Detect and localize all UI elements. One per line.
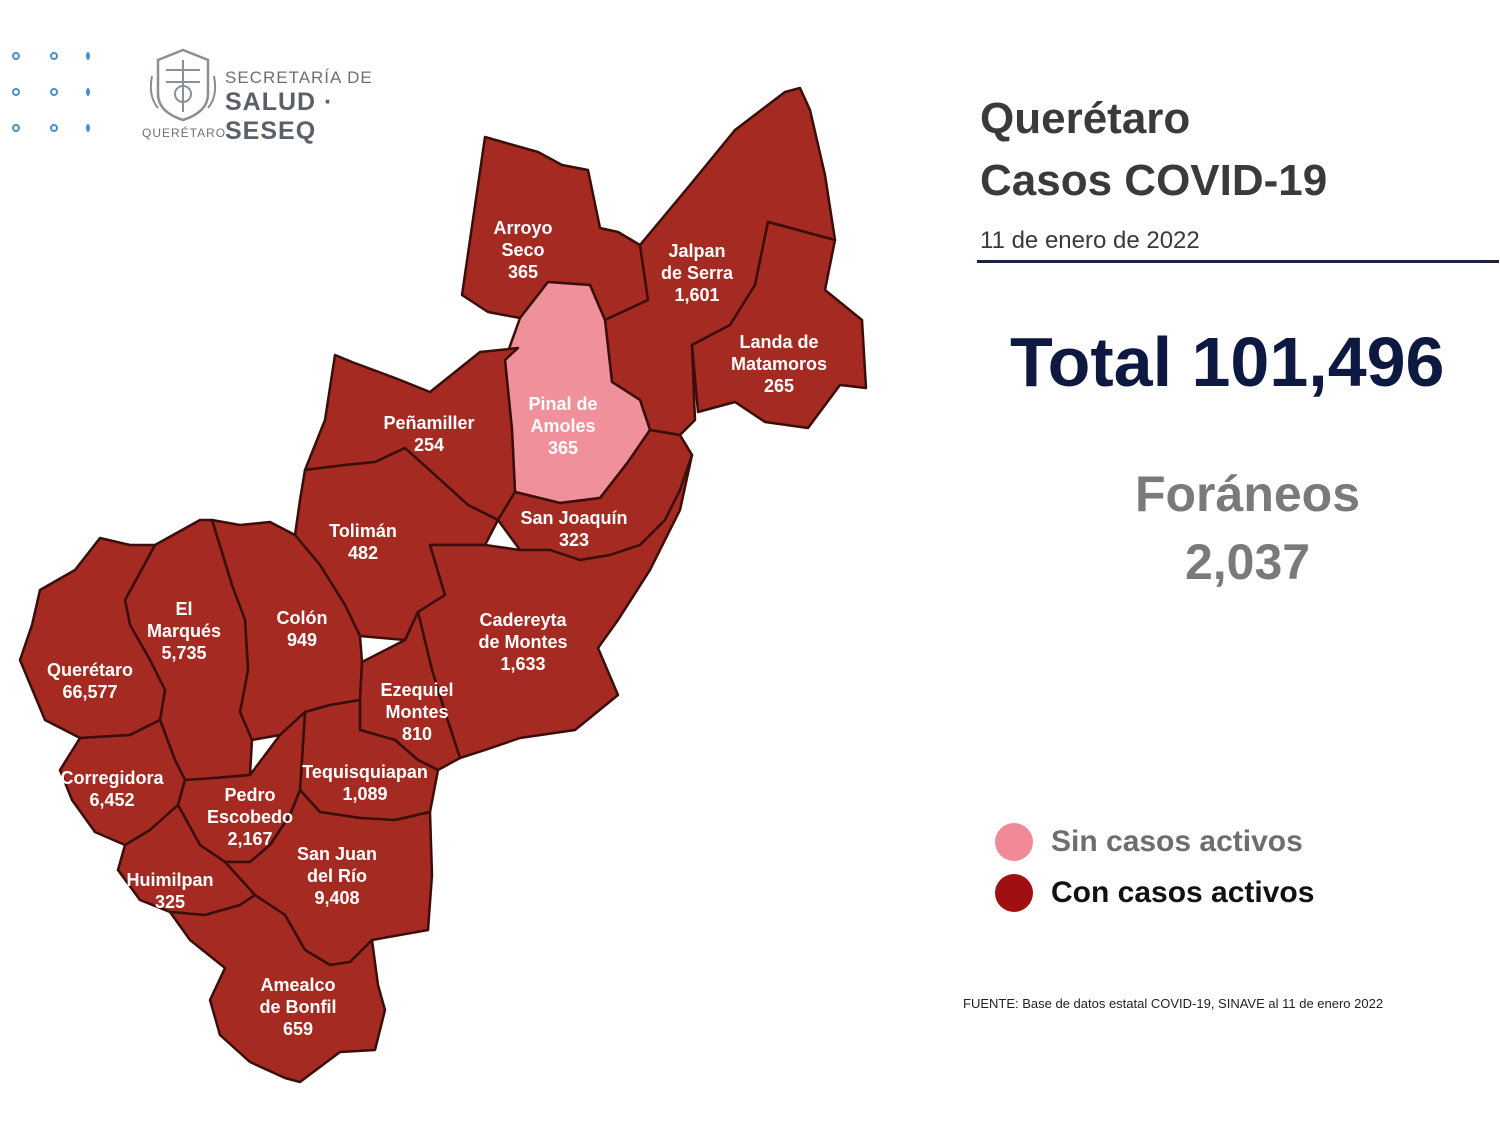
municipality-name: del Río [307,866,367,886]
case-count: 810 [402,724,432,744]
case-count: 325 [155,892,185,912]
case-count: 2,167 [227,829,272,849]
title-divider [977,260,1499,263]
foraneos-label: Foráneos [1134,466,1361,522]
municipality-name: Escobedo [207,807,293,827]
source-note: FUENTE: Base de datos estatal COVID-19, … [963,996,1384,1011]
legend-item-sin-casos: Sin casos activos [995,823,1303,861]
region-amealco [168,893,387,1084]
municipality-name: Corregidora [60,768,164,788]
municipality-name: Pinal de [528,394,597,414]
pink-circle-icon [995,823,1033,861]
case-count: 365 [508,262,538,282]
case-count: 1,633 [500,654,545,674]
coat-of-arms-icon [149,48,217,122]
title-line-2: Casos COVID-19 [980,156,1328,205]
municipality-name: Colón [277,608,328,628]
municipality-name: Tolimán [329,521,397,541]
legend-label: Con casos activos [1051,876,1315,909]
case-count: 1,089 [342,784,387,804]
municipality-name: Huimilpan [126,870,213,890]
municipality-name: Matamoros [731,354,827,374]
logo-line-1: SECRETARÍA DE [225,68,373,87]
municipality-name: Arroyo [493,218,552,238]
region-landa [690,220,868,430]
legend-item-con-casos: Con casos activos [995,874,1314,912]
municipality-name: El [175,599,192,619]
case-count: 1,601 [674,285,719,305]
seseq-logo: SECRETARÍA DE SALUD · SESEQ QUERÉTARO [140,42,430,145]
municipality-name: Ezequiel [380,680,453,700]
municipality-name: Montes [386,702,449,722]
foraneos-block: Foráneos 2,037 [1110,460,1385,596]
report-date: 11 de enero de 2022 [980,227,1200,254]
case-count: 482 [348,543,378,563]
case-count: 66,577 [62,682,117,702]
total-cases: Total 101,496 [1010,323,1445,401]
municipality-name: Landa de [739,332,818,352]
municipality-name: Amoles [530,416,595,436]
municipality-name: Tequisquiapan [302,762,428,782]
title-line-1: Querétaro [980,94,1191,143]
logo-subtitle: QUERÉTARO [142,126,227,140]
case-count: 949 [287,630,317,650]
municipality-name: de Bonfil [260,997,337,1017]
decorative-dots [12,48,102,138]
case-count: 323 [559,530,589,550]
municipality-name: Querétaro [47,660,133,680]
legend-label: Sin casos activos [1051,825,1303,858]
municipality-name: Pedro [224,785,275,805]
case-count: 5,735 [161,643,206,663]
municipality-name: Amealco [260,975,335,995]
municipality-name: Seco [501,240,544,260]
municipality-name: de Montes [478,632,567,652]
region-queretaro [18,536,167,740]
foraneos-value: 2,037 [1184,534,1311,590]
municipality-name: San Juan [297,844,377,864]
logo-line-2: SALUD · SESEQ [225,88,334,145]
municipality-name: Peñamiller [383,413,474,433]
municipality-name: Marqués [147,621,221,641]
page-title: Querétaro Casos COVID-19 [980,88,1327,212]
municipality-name: Jalpan [668,241,725,261]
case-count: 9,408 [314,888,359,908]
case-count: 365 [548,438,578,458]
case-count: 659 [283,1019,313,1039]
case-count: 265 [764,376,794,396]
municipality-name: de Serra [661,263,734,283]
municipality-name: San Joaquín [520,508,627,528]
municipality-name: Cadereyta [479,610,567,630]
case-count: 6,452 [89,790,134,810]
case-count: 254 [414,435,444,455]
red-circle-icon [995,874,1033,912]
